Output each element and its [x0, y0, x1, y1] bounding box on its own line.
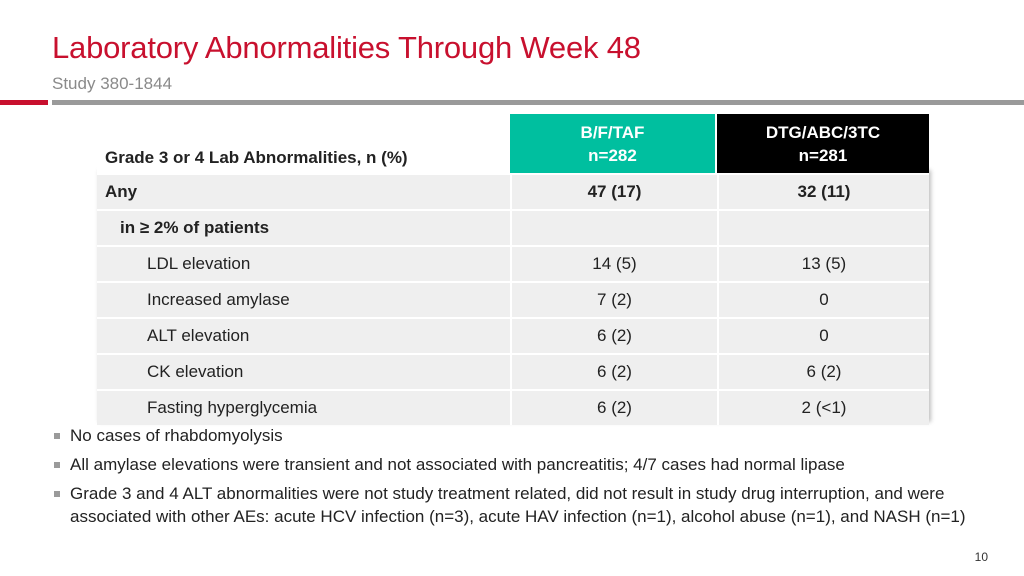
row-value-arm-a: 47 (17) — [510, 173, 717, 209]
bullet-item: No cases of rhabdomyolysis — [52, 424, 982, 447]
lab-abnormalities-table: Grade 3 or 4 Lab Abnormalities, n (%) B/… — [97, 114, 929, 425]
slide-subtitle: Study 380-1844 — [52, 74, 173, 93]
table-header-label: Grade 3 or 4 Lab Abnormalities, n (%) — [97, 114, 510, 173]
row-value-arm-a: 6 (2) — [510, 353, 717, 389]
row-value-arm-b: 32 (11) — [717, 173, 929, 209]
row-value-arm-b: 0 — [717, 317, 929, 353]
row-value-arm-b — [717, 209, 929, 245]
bullet-item: All amylase elevations were transient an… — [52, 453, 982, 476]
page-number: 10 — [974, 550, 988, 564]
row-label: ALT elevation — [97, 317, 510, 353]
table-row: Increased amylase 7 (2) 0 — [97, 281, 929, 317]
title-divider — [52, 100, 1024, 105]
row-value-arm-a: 14 (5) — [510, 245, 717, 281]
slide-title: Laboratory Abnormalities Through Week 48 — [52, 30, 641, 65]
table-row: Fasting hyperglycemia 6 (2) 2 (<1) — [97, 389, 929, 425]
row-value-arm-b: 2 (<1) — [717, 389, 929, 425]
arm-b-header: DTG/ABC/3TC n=281 — [717, 114, 929, 173]
table-row: CK elevation 6 (2) 6 (2) — [97, 353, 929, 389]
row-value-arm-a: 6 (2) — [510, 389, 717, 425]
row-label: in ≥ 2% of patients — [97, 209, 510, 245]
row-value-arm-a: 6 (2) — [510, 317, 717, 353]
row-value-arm-b: 6 (2) — [717, 353, 929, 389]
row-label: LDL elevation — [97, 245, 510, 281]
arm-a-name: B/F/TAF — [580, 122, 645, 142]
footnote-bullets: No cases of rhabdomyolysis All amylase e… — [52, 424, 982, 534]
table-row: ALT elevation 6 (2) 0 — [97, 317, 929, 353]
row-label: CK elevation — [97, 353, 510, 389]
arm-b-name: DTG/ABC/3TC — [765, 122, 881, 142]
row-value-arm-b: 13 (5) — [717, 245, 929, 281]
row-value-arm-a: 7 (2) — [510, 281, 717, 317]
table-row: LDL elevation 14 (5) 13 (5) — [97, 245, 929, 281]
row-value-arm-a — [510, 209, 717, 245]
bullet-item: Grade 3 and 4 ALT abnormalities were not… — [52, 482, 982, 528]
arm-a-header: B/F/TAF n=282 — [510, 114, 717, 173]
arm-a-n: n=282 — [588, 145, 637, 165]
table-row-any: Any 47 (17) 32 (11) — [97, 173, 929, 209]
arm-b-n: n=281 — [798, 145, 848, 165]
row-label: Any — [97, 173, 510, 209]
accent-rule — [0, 100, 48, 105]
row-value-arm-b: 0 — [717, 281, 929, 317]
row-label: Fasting hyperglycemia — [97, 389, 510, 425]
row-label: Increased amylase — [97, 281, 510, 317]
table-row-subheading: in ≥ 2% of patients — [97, 209, 929, 245]
